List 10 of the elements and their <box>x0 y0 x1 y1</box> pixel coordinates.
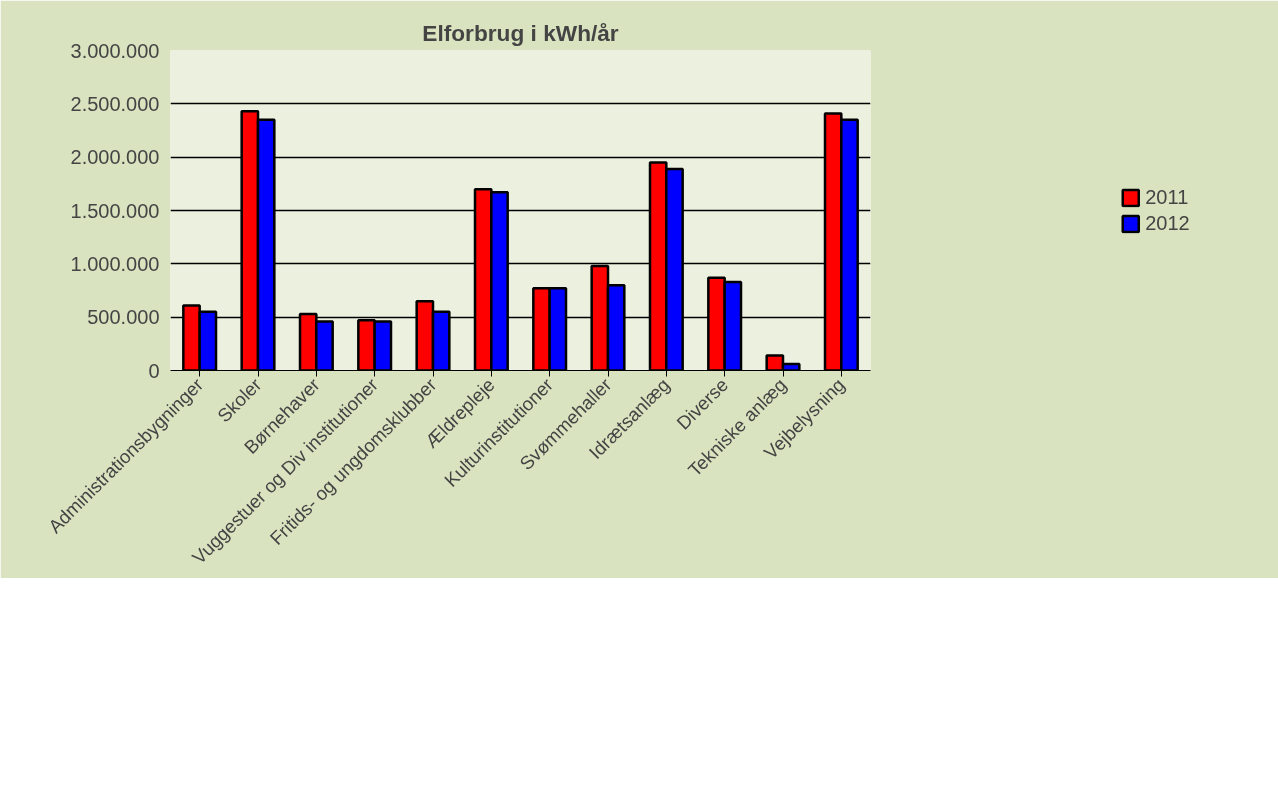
legend-label: 2012 <box>1145 211 1190 235</box>
y-tick-label: 0 <box>148 359 160 382</box>
y-tick-label: 500.000 <box>87 306 160 329</box>
y-tick-label: 2.500.000 <box>70 92 160 115</box>
y-tick-label: 3.000.000 <box>70 39 160 62</box>
y-tick-label: 1.500.000 <box>70 199 160 222</box>
y-tick-label: 1.000.000 <box>70 252 160 275</box>
legend-label: 2011 <box>1145 185 1189 209</box>
chart-title: Elforbrug i kWh/år <box>422 19 619 46</box>
y-tick-label: 2.000.000 <box>70 146 160 169</box>
